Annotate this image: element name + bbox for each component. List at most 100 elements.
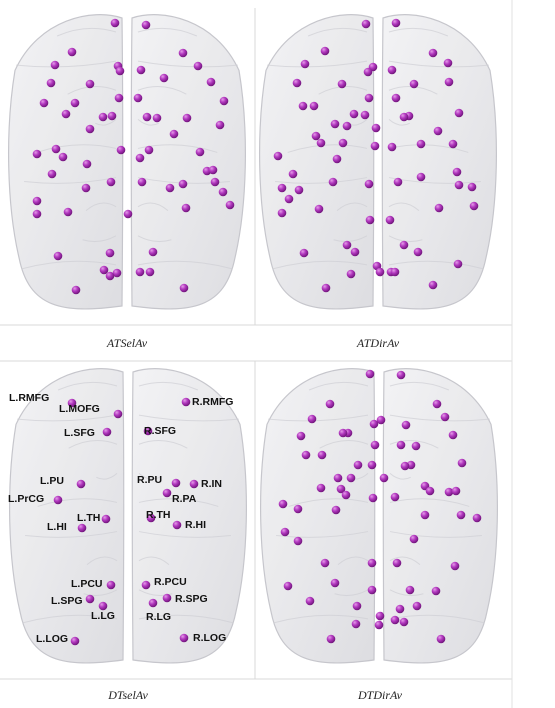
roi-node (293, 536, 303, 546)
roi-node (301, 450, 311, 460)
gyrus-fold (68, 440, 118, 449)
roi-node (456, 510, 466, 520)
roi-node (53, 495, 63, 505)
roi-node (376, 415, 386, 425)
roi-node (416, 139, 426, 149)
roi-node (453, 259, 463, 269)
gyrus-fold (137, 202, 169, 212)
roi-node (320, 558, 330, 568)
gyrus-fold (138, 556, 170, 566)
roi-node (433, 126, 443, 136)
gyrus-fold (388, 118, 410, 126)
roi-node (333, 473, 343, 483)
roi-node (434, 203, 444, 213)
roi-label: R.SPG (175, 593, 208, 605)
gyrus-fold (138, 381, 199, 391)
roi-node (360, 110, 370, 120)
roi-node (350, 247, 360, 257)
panel-dividers (0, 0, 513, 708)
gyrus-fold (57, 381, 118, 391)
roi-node (67, 47, 77, 57)
gyrus-fold (138, 498, 219, 507)
roi-node (143, 426, 153, 436)
gyrus-fold (138, 472, 160, 480)
roi-node (53, 251, 63, 261)
roi-node (346, 269, 356, 279)
roi-node (325, 399, 335, 409)
gyrus-fold (333, 235, 368, 243)
roi-node (436, 634, 446, 644)
gyrus-fold (22, 614, 118, 624)
roi-node (346, 473, 356, 483)
roi-node (178, 179, 188, 189)
gyrus-fold (388, 144, 469, 153)
brain-outline (258, 14, 498, 310)
gyrus-fold (138, 531, 231, 538)
roi-node (293, 504, 303, 514)
roi-node (454, 180, 464, 190)
roi-node (39, 98, 49, 108)
roi-node (98, 112, 108, 122)
roi-node (314, 204, 324, 214)
roi-label: L.MOFG (59, 403, 100, 415)
roi-node (320, 46, 330, 56)
roi-node (342, 121, 352, 131)
roi-node (63, 207, 73, 217)
roi-node (365, 215, 375, 225)
roi-label: R.LG (146, 611, 171, 623)
gyrus-fold (275, 177, 368, 184)
roi-node (326, 634, 336, 644)
roi-label: L.HI (47, 521, 67, 533)
roi-node (107, 111, 117, 121)
node-layer (278, 369, 482, 644)
roi-node (189, 479, 199, 489)
roi-node (193, 61, 203, 71)
gyrus-fold (389, 440, 439, 449)
roi-node (399, 617, 409, 627)
roi-node (32, 149, 42, 159)
roi-node (321, 283, 331, 293)
roi-node (110, 18, 120, 28)
gyrus-fold (138, 614, 234, 624)
roi-label: L.PU (40, 475, 64, 487)
gyrus-fold (272, 260, 368, 270)
roi-node (405, 585, 415, 595)
roi-node (368, 493, 378, 503)
gyrus-fold (389, 472, 411, 480)
roi-node (116, 145, 126, 155)
gyrus-fold (82, 235, 117, 243)
roi-node (379, 473, 389, 483)
gyrus-fold (388, 260, 484, 270)
gyrus-fold (137, 144, 218, 153)
roi-node (401, 420, 411, 430)
roi-node (361, 19, 371, 29)
roi-node (336, 484, 346, 494)
roi-node (391, 93, 401, 103)
roi-node (77, 523, 87, 533)
roi-label: R.IN (201, 478, 222, 490)
roi-node (85, 79, 95, 89)
roi-node (135, 267, 145, 277)
roi-node (210, 177, 220, 187)
panel-caption: ATDirAv (356, 336, 400, 350)
gyrus-fold (267, 60, 368, 68)
roi-node (181, 203, 191, 213)
panel-atdirav: ATDirAv (258, 14, 498, 350)
roi-label: R.PCU (154, 576, 187, 588)
roi-node (352, 601, 362, 611)
roi-node (393, 177, 403, 187)
roi-node (280, 527, 290, 537)
roi-node (375, 611, 385, 621)
roi-node (277, 208, 287, 218)
roi-node (82, 159, 92, 169)
roi-node (387, 142, 397, 152)
roi-node (367, 585, 377, 595)
left-hemisphere (7, 14, 124, 310)
roi-node (448, 139, 458, 149)
roi-node (399, 240, 409, 250)
roi-node (364, 179, 374, 189)
node-layer (32, 18, 235, 295)
roi-node (179, 633, 189, 643)
gyrus-fold (308, 381, 369, 391)
roi-node (225, 200, 235, 210)
